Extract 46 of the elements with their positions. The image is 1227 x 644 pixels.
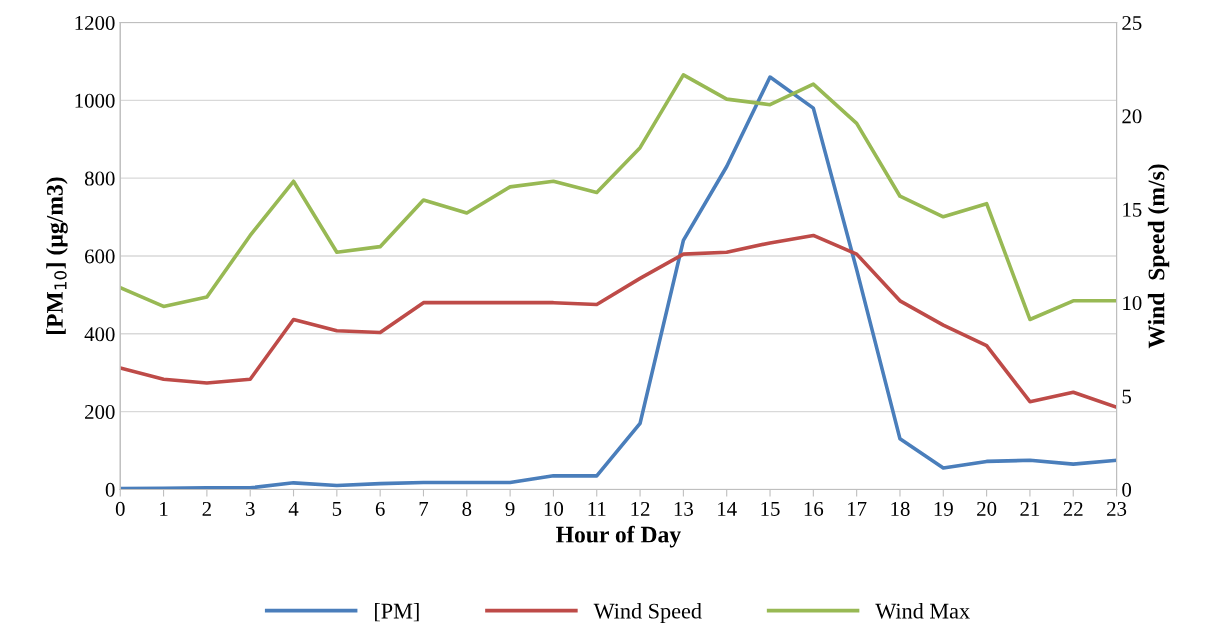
x-tick-label: 21 — [1020, 501, 1040, 516]
x-tick-label: 9 — [505, 501, 515, 516]
y-tick-label: 0 — [105, 482, 115, 497]
x-tick-label: 17 — [848, 501, 867, 516]
line-series — [120, 73, 1117, 322]
x-tick-label: 19 — [934, 501, 953, 516]
y2-axis-title: Wind Speed (m/s) — [1147, 164, 1170, 349]
x-tick-label: 3 — [245, 501, 255, 516]
legend-label: Wind Max — [875, 602, 970, 619]
y2-tick-label: 15 — [1123, 202, 1142, 217]
y-tick-label: 600 — [85, 249, 115, 264]
x-tick-label: 2 — [202, 501, 211, 516]
y2-tick-label: 0 — [1122, 482, 1132, 497]
x-tick-label: 22 — [1063, 501, 1083, 516]
x-tick-label: 6 — [375, 501, 385, 516]
x-tick-label: 10 — [544, 501, 564, 516]
x-tick-label: 18 — [891, 501, 910, 516]
x-tick-label: 13 — [674, 501, 693, 516]
x-tick-label: 15 — [761, 501, 780, 516]
x-tick-label: 11 — [588, 501, 606, 516]
y-tick-label: 1000 — [75, 93, 115, 108]
line-series — [120, 75, 1117, 490]
y2-tick-label: 10 — [1123, 296, 1142, 311]
line-series — [120, 233, 1117, 410]
y2-tick-label: 25 — [1122, 15, 1142, 30]
y-tick-label: 1200 — [75, 15, 115, 30]
x-tick-label: 16 — [804, 501, 824, 516]
x-tick-label: 12 — [631, 501, 650, 516]
y-axis-title: [PM$_{10}$] (µg/m3) — [46, 177, 68, 335]
x-tick-label: 4 — [288, 501, 299, 516]
x-tick-label: 7 — [419, 502, 429, 516]
x-tick-label: 5 — [332, 502, 342, 516]
legend-label: Wind Speed — [593, 602, 702, 624]
x-tick-label: 23 — [1107, 501, 1127, 516]
y2-tick-label: 20 — [1122, 109, 1142, 124]
legend-label: [PM] — [375, 602, 419, 622]
y2-tick-label: 5 — [1122, 389, 1132, 404]
x-tick-label: 14 — [718, 501, 737, 516]
x-tick-label: 1 — [160, 501, 168, 516]
x-tick-label: 0 — [115, 501, 125, 516]
x-tick-label: 8 — [462, 501, 472, 516]
y-tick-label: 200 — [85, 405, 115, 420]
y-tick-label: 400 — [84, 327, 115, 342]
x-tick-label: 20 — [977, 501, 997, 516]
y-tick-label: 800 — [84, 171, 115, 186]
x-axis-title: Hour of Day — [556, 525, 681, 548]
